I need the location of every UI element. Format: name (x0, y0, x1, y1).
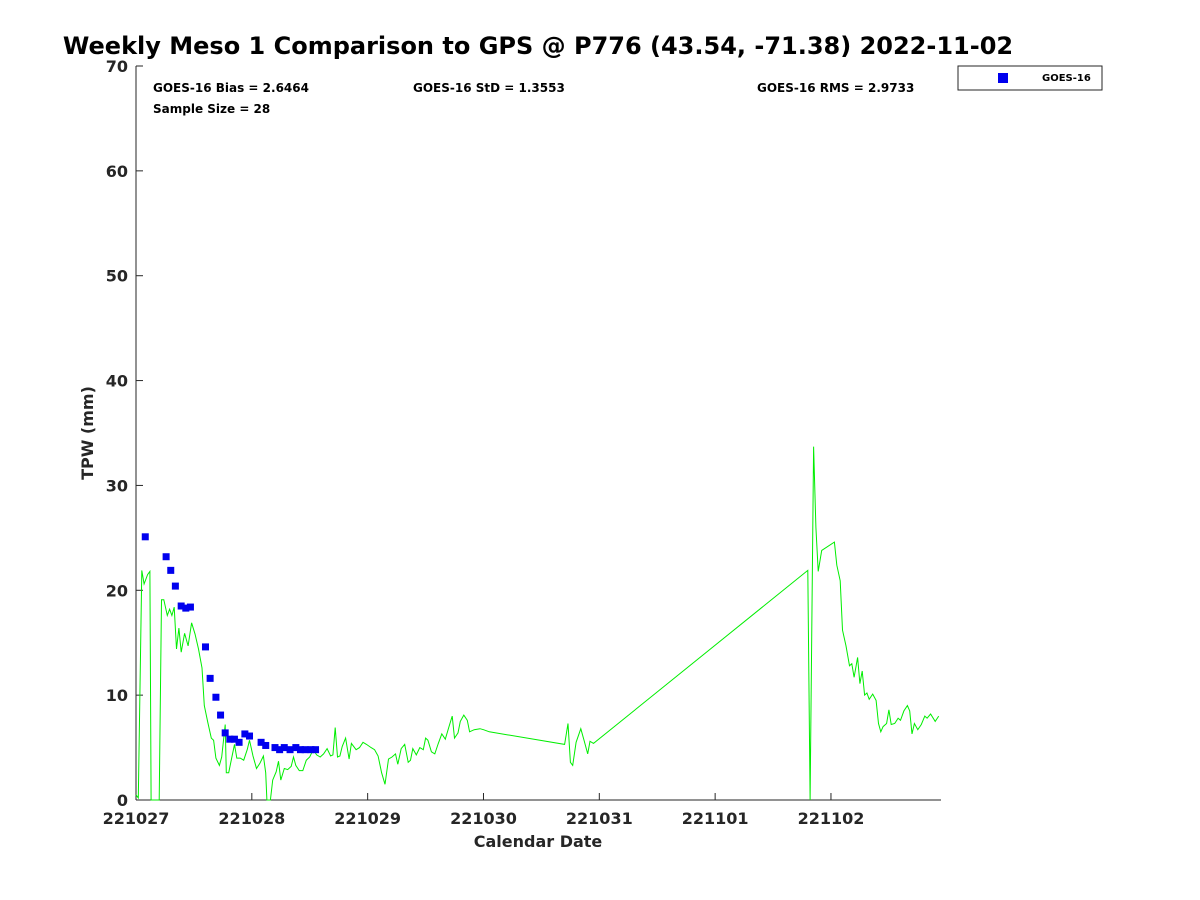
goes16-point (262, 741, 270, 749)
goes16-point (186, 603, 194, 611)
goes16-point (182, 604, 190, 612)
chart-title: Weekly Meso 1 Comparison to GPS @ P776 (… (63, 32, 1013, 60)
goes16-point (226, 735, 234, 743)
goes16-point (246, 732, 254, 740)
goes16-point (221, 729, 229, 737)
goes16-point (206, 674, 214, 682)
y-axis-label: TPW (mm) (78, 386, 97, 480)
legend-label-goes16: GOES-16 (1042, 73, 1091, 84)
x-tick-label: 221029 (334, 809, 401, 828)
goes16-point (257, 738, 265, 746)
goes16-point (162, 553, 170, 561)
plot-area: 0 10 20 30 40 50 60 70 221027 221028 221029 221030… (103, 57, 941, 828)
x-tick-label: 221102 (798, 809, 865, 828)
goes16-point (212, 693, 220, 701)
y-tick-label: 20 (106, 581, 128, 600)
goes16-point (201, 643, 209, 651)
legend: GOES-16 (957, 65, 1103, 91)
legend-marker (998, 73, 1008, 83)
y-tick-label: 0 (117, 791, 128, 810)
goes16-point (271, 744, 279, 752)
stat-sample-size: Sample Size = 28 (153, 102, 270, 116)
goes16-point (292, 744, 300, 752)
goes16-point (217, 711, 225, 719)
goes16-point (301, 746, 309, 754)
stat-bias: GOES-16 Bias = 2.6464 (153, 81, 309, 95)
goes16-point (235, 738, 243, 746)
goes16-point (171, 582, 179, 590)
y-tick-label: 60 (106, 162, 128, 181)
goes16-point (177, 602, 185, 610)
x-tick-label: 221030 (450, 809, 517, 828)
goes16-point (307, 746, 315, 754)
y-tick-label: 50 (106, 267, 128, 286)
x-tick-label: 221101 (682, 809, 749, 828)
x-tick-label: 221028 (218, 809, 285, 828)
y-tick-label: 40 (106, 372, 128, 391)
goes16-point (276, 746, 284, 754)
x-tick-label: 221027 (103, 809, 170, 828)
goes16-point (141, 533, 149, 541)
legend-box (957, 65, 1103, 91)
stat-std: GOES-16 StD = 1.3553 (413, 81, 565, 95)
y-tick-label: 70 (106, 57, 128, 76)
stat-rms: GOES-16 RMS = 2.9733 (757, 81, 914, 95)
plot-frame (136, 66, 941, 800)
goes16-point (280, 744, 288, 752)
goes16-point (312, 746, 320, 754)
goes16-point (167, 566, 175, 574)
goes16-point (230, 735, 238, 743)
x-tick-label: 221031 (566, 809, 633, 828)
goes16-point (241, 730, 249, 738)
x-axis-label: Calendar Date (474, 832, 603, 851)
y-tick-label: 30 (106, 476, 128, 495)
gps-series-line (135, 446, 940, 801)
y-tick-label: 10 (106, 686, 128, 705)
goes16-point (296, 746, 304, 754)
goes16-point (286, 746, 294, 754)
